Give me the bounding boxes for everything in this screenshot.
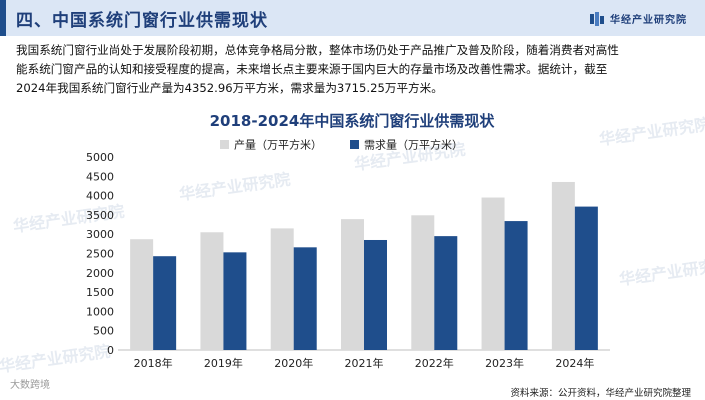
section-title: 四、中国系统门窗行业供需现状 [16, 11, 268, 31]
header-accent-stripe [0, 0, 6, 36]
y-tick-label: 4500 [86, 170, 114, 183]
bar-production [341, 219, 364, 350]
bar-production [130, 239, 154, 350]
watermark-text: 华经产业研究院 [0, 342, 111, 376]
y-tick-label: 2500 [86, 248, 114, 261]
x-tick-label: 2018年 [134, 356, 173, 370]
bar-demand [364, 239, 387, 350]
header-bar [0, 0, 705, 36]
legend-swatch [220, 140, 229, 149]
chart-legend: 产量（万平方米） 需求量（万平方米） [220, 138, 463, 152]
x-tick-label: 2019年 [204, 356, 243, 370]
y-axis: 0 500 1000 1500 2000 2500 3000 3500 4000 4500 5000 [86, 151, 114, 357]
y-tick-label: 2000 [86, 267, 114, 280]
x-tick-label: 2023年 [485, 356, 524, 370]
y-tick-label: 5000 [86, 151, 114, 164]
y-tick-label: 500 [93, 325, 114, 338]
source-note: 资料来源：公开资料，华经产业研究院整理 [510, 388, 691, 399]
y-tick-label: 3500 [86, 209, 114, 222]
brand-logo-icon [590, 11, 604, 26]
watermark-text: 华经产业研究院 [598, 115, 705, 149]
bar-demand [504, 221, 528, 350]
x-tick-label: 2020年 [274, 356, 313, 370]
bar-production [551, 181, 575, 350]
y-tick-label: 1000 [86, 305, 114, 318]
footer-mark: 大数跨境 [10, 380, 50, 391]
bar-production [270, 228, 294, 350]
bar-production [200, 232, 224, 350]
brand: 华经产业研究院 [590, 11, 687, 26]
bar-production [481, 197, 505, 350]
intro-paragraph: 我国系统门窗行业尚处于发展阶段初期，总体竞争格局分散，整体市场仍处于产品推广及普… [16, 41, 691, 98]
watermark-text: 华经产业研究院 [178, 170, 292, 204]
y-tick-label: 4000 [86, 190, 114, 203]
paragraph-line: 2024年我国系统门窗行业产量为4352.96万平方米，需求量为3715.25万… [16, 81, 443, 95]
x-tick-label: 2024年 [555, 356, 594, 370]
legend-swatch [350, 140, 359, 149]
bar-production [411, 215, 435, 350]
legend-label: 产量（万平方米） [234, 138, 322, 152]
x-tick-label: 2022年 [415, 356, 454, 370]
y-tick-label: 1500 [86, 286, 114, 299]
bar-demand [293, 247, 317, 350]
bar-demand [574, 206, 598, 350]
chart-title: 2018-2024年中国系统门窗行业供需现状 [210, 112, 496, 130]
y-tick-label: 0 [107, 344, 114, 357]
bar-demand [434, 236, 458, 350]
paragraph-line: 我国系统门窗行业尚处于发展阶段初期，总体竞争格局分散，整体市场仍处于产品推广及普… [16, 43, 619, 57]
x-tick-label: 2021年 [345, 356, 384, 370]
bars [130, 181, 598, 350]
y-tick-label: 3000 [86, 228, 114, 241]
paragraph-line: 能系统门窗产品的认知和接受程度的提高，未来增长点主要来源于国内巨大的存量市场及改… [16, 62, 608, 76]
bar-demand [153, 256, 177, 350]
bar-demand [223, 252, 247, 350]
legend-label: 需求量（万平方米） [364, 138, 463, 152]
brand-name: 华经产业研究院 [610, 15, 687, 26]
x-axis: 2018年 2019年 2020年 2021年 2022年 2023年 2024年 [118, 349, 610, 370]
watermark-text: 华经产业研究院 [618, 255, 705, 289]
